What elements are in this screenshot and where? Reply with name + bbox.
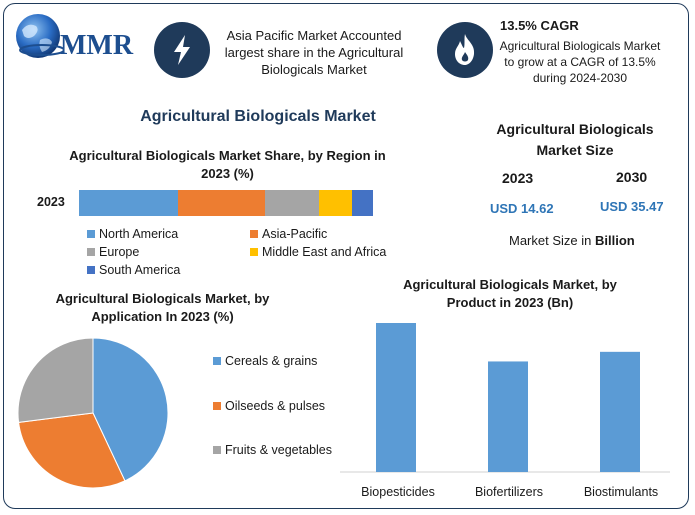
year-2023: 2023	[502, 170, 534, 186]
legend-label: Oilseeds & pulses	[225, 399, 326, 413]
region-legend: North America Asia-Pacific Europe Middle…	[87, 227, 407, 281]
region-bar-segment-europe	[265, 190, 319, 216]
x-tick-label: Biostimulants	[583, 485, 659, 499]
infographic-frame	[3, 3, 689, 509]
product-bar-chart	[340, 323, 670, 473]
value-2023: USD 14.62	[490, 201, 554, 216]
legend-item-cereals: Cereals & grains	[213, 354, 317, 368]
legend-swatch	[250, 230, 258, 238]
legend-swatch	[213, 402, 221, 410]
region-chart-title: Agricultural Biologicals Market Share, b…	[69, 148, 386, 181]
application-legend: Cereals & grains Oilseeds & pulses Fruit…	[213, 354, 353, 464]
legend-item-north-america: North America	[87, 227, 178, 241]
pie-slice-fruits-vegetables	[17, 337, 94, 423]
cagr-text: Agricultural Biologicals Market to grow …	[499, 39, 661, 85]
highlight-apac-text: Asia Pacific Market Accounted largest sh…	[224, 28, 404, 77]
region-category-label: 2023	[37, 195, 65, 209]
x-tick-label: Biopesticides	[361, 485, 435, 499]
legend-item-fruits: Fruits & vegetables	[213, 443, 332, 457]
cagr-heading: 13.5% CAGR	[500, 18, 579, 33]
logo-text: MMR	[60, 30, 134, 61]
legend-label: South America	[99, 263, 181, 277]
legend-item-oilseeds: Oilseeds & pulses	[213, 399, 325, 413]
legend-label: Asia-Pacific	[262, 227, 328, 241]
mmr-logo: MMR	[14, 10, 142, 66]
legend-label: Middle East and Africa	[262, 245, 387, 259]
product-bar-biopesticides	[376, 323, 416, 472]
legend-swatch	[250, 248, 258, 256]
lightning-icon	[174, 35, 190, 65]
legend-swatch	[87, 266, 95, 274]
legend-swatch	[87, 248, 95, 256]
region-bar-segment-south-america	[352, 190, 373, 216]
year-2030: 2030	[616, 169, 648, 185]
market-size-note-prefix: Market Size in	[509, 233, 595, 248]
legend-label: North America	[99, 227, 179, 241]
pie-slice-oilseeds-pulses	[18, 412, 126, 489]
legend-item-asia-pacific: Asia-Pacific	[250, 227, 327, 241]
product-chart-title: Agricultural Biologicals Market, by Prod…	[403, 277, 617, 310]
product-bar-biostimulants	[600, 351, 640, 472]
pie-slice-cereals-grains	[92, 337, 169, 482]
main-title: Agricultural Biologicals Market	[140, 108, 376, 125]
x-tick-label: Biofertilizers	[474, 485, 544, 499]
market-size-note: Market Size in Billion	[509, 233, 635, 248]
legend-label: Europe	[99, 245, 140, 259]
legend-swatch	[87, 230, 95, 238]
legend-item-europe: Europe	[87, 245, 139, 259]
flame-icon	[455, 34, 475, 65]
highlight-lightning-badge	[154, 22, 210, 78]
application-pie-chart	[17, 337, 169, 489]
product-bar-biofertilizers	[488, 361, 528, 472]
highlight-flame-badge	[437, 22, 493, 78]
legend-item-south-america: South America	[87, 263, 180, 277]
legend-item-mea: Middle East and Africa	[250, 245, 386, 259]
region-bar-segment-middle-east-and-africa	[319, 190, 352, 216]
region-bar-segment-north-america	[79, 190, 178, 216]
legend-swatch	[213, 357, 221, 365]
region-bar-segment-asia-pacific	[178, 190, 265, 216]
region-stacked-bar	[79, 190, 373, 216]
legend-label: Cereals & grains	[225, 354, 318, 368]
value-2030: USD 35.47	[600, 199, 664, 214]
market-size-note-unit: Billion	[594, 233, 635, 248]
market-size-title: Agricultural Biologicals Market Size	[496, 121, 654, 158]
application-chart-title: Agricultural Biologicals Market, by Appl…	[55, 291, 270, 324]
legend-swatch	[213, 446, 221, 454]
globe-icon	[16, 14, 65, 58]
legend-label: Fruits & vegetables	[225, 443, 332, 457]
